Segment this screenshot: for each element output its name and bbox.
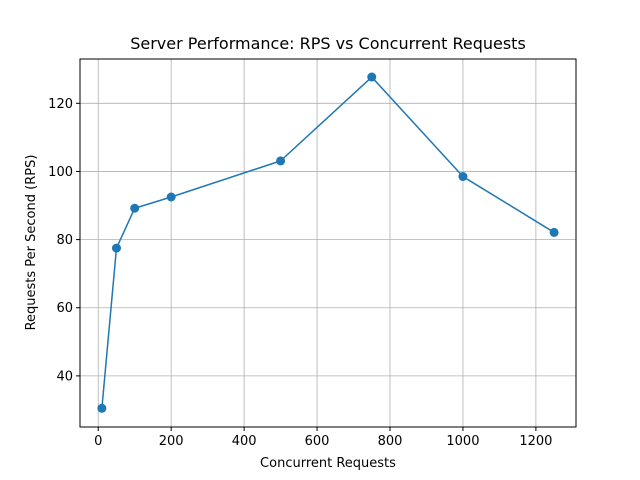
x-tick-label: 600	[305, 434, 330, 449]
series-line	[101, 76, 555, 409]
grid	[80, 59, 576, 427]
x-tick-label: 0	[94, 434, 102, 449]
plot-frame	[79, 58, 577, 428]
x-axis-title: Concurrent Requests	[260, 456, 396, 471]
data-point	[367, 72, 377, 82]
x-tick-label: 200	[159, 434, 184, 449]
y-tick-label: 120	[48, 97, 73, 112]
y-tick-label: 40	[56, 369, 73, 384]
data-point	[276, 156, 286, 166]
data-point	[130, 203, 140, 213]
x-tick-label: 800	[378, 434, 403, 449]
y-tick-label: 80	[56, 233, 73, 248]
axis-ticks: 0 200 400 600 800 1000 1200 40 60 80 100 120	[48, 97, 552, 449]
y-axis-title: Requests Per Second (RPS)	[24, 155, 39, 331]
y-tick-label: 60	[56, 301, 73, 316]
y-tick-label: 100	[48, 165, 73, 180]
chart-title: Server Performance: RPS vs Concurrent Re…	[130, 34, 526, 53]
data-point	[549, 227, 559, 237]
data-point	[166, 192, 176, 202]
data-point	[111, 243, 121, 253]
x-tick-label: 400	[232, 434, 257, 449]
x-tick-label: 1000	[446, 434, 479, 449]
data-point	[458, 172, 468, 182]
x-tick-label: 1200	[519, 434, 552, 449]
series	[97, 72, 559, 413]
data-point	[97, 403, 107, 413]
